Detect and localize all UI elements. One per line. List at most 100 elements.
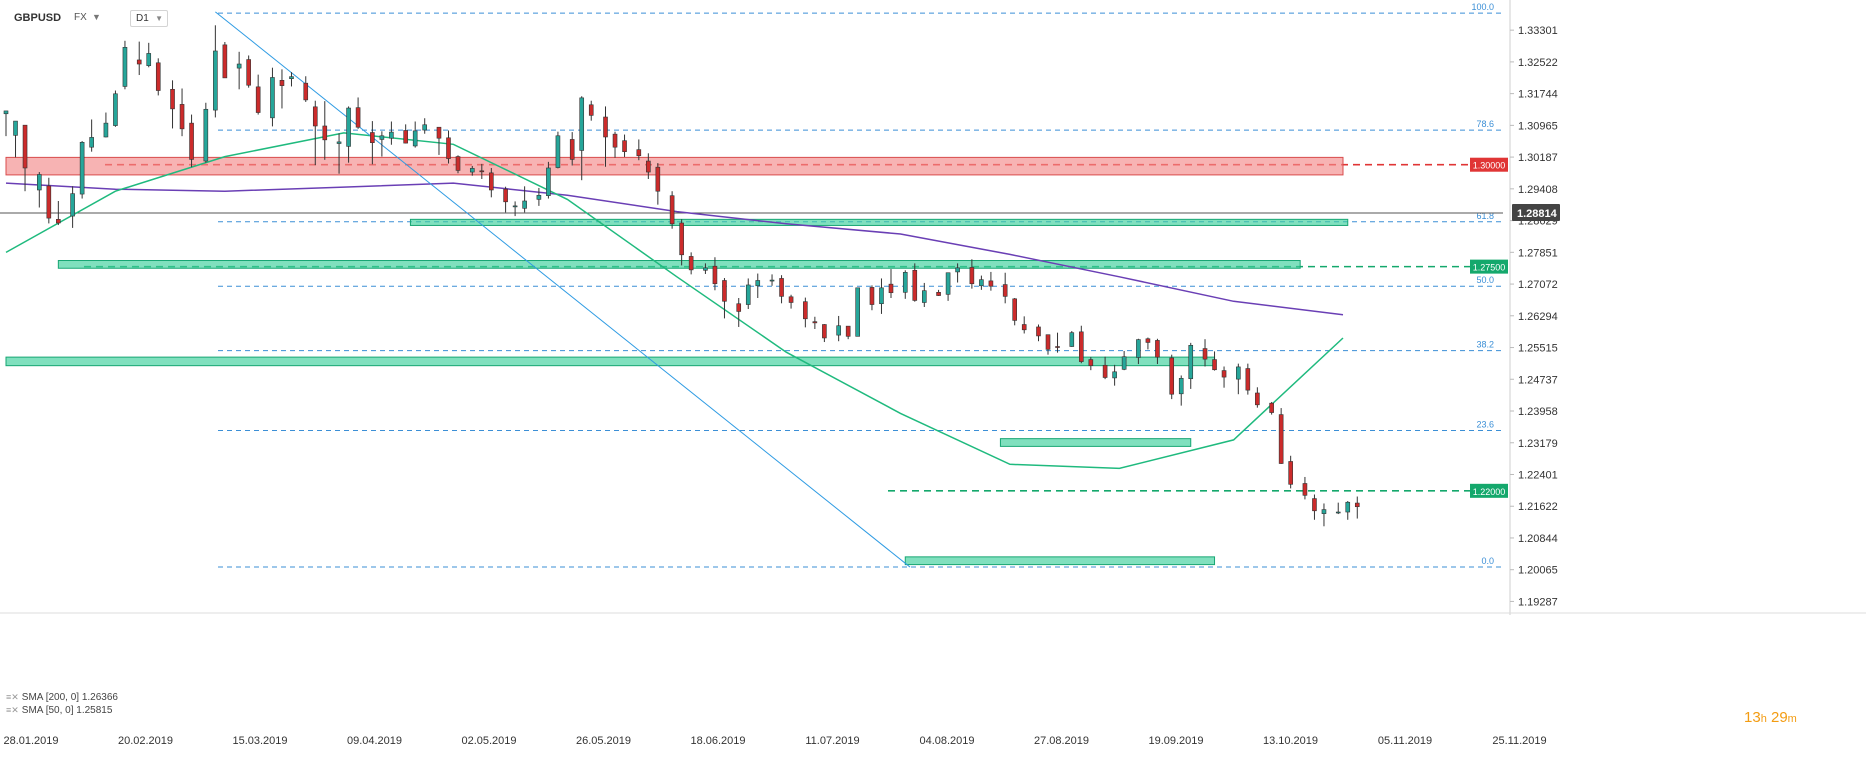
time-tick-label: 02.05.2019 [461, 735, 516, 747]
candle-bull [579, 97, 585, 151]
legend-sma200[interactable]: ≡✕ SMA [200, 0] 1.26366 [6, 692, 118, 703]
candle-bear [1021, 324, 1027, 331]
candle-bear [1145, 338, 1151, 343]
time-axis-layer: 28.01.2019 20.02.2019 15.03.2019 09.04.2019… [0, 612, 1866, 747]
candle-bear [603, 116, 608, 138]
candle-bull [270, 77, 275, 119]
moving-averages-layer [5, 132, 1344, 470]
time-tick-label: 25.11.2019 [1492, 735, 1546, 747]
candle-bear [1155, 340, 1160, 358]
candle-bull [289, 76, 294, 79]
current-price-label: 1.28814 [1517, 208, 1558, 220]
zone-red [5, 156, 1344, 176]
candle-bear [322, 125, 328, 141]
candle-bull [3, 110, 9, 115]
candle-bear [189, 122, 194, 160]
candle-bear [1354, 502, 1360, 508]
fib-label: 38.2 [1476, 340, 1494, 350]
time-tick-label: 05.11.2019 [1378, 735, 1432, 747]
fib-label: 78.6 [1476, 119, 1494, 129]
candle-bear [569, 139, 575, 160]
time-tick-label: 04.08.2019 [919, 735, 974, 747]
candle-bear [722, 280, 727, 302]
timeframe-select[interactable]: D1 ▼ [130, 10, 168, 27]
time-tick-label: 20.02.2019 [118, 735, 173, 747]
price-tick-label: 1.20065 [1518, 565, 1558, 577]
time-tick-label: 19.09.2019 [1148, 735, 1203, 747]
price-tick-label: 1.32522 [1518, 57, 1558, 69]
candle-countdown: 13h 29m [1744, 709, 1797, 726]
level-tag-label: 1.22000 [1473, 487, 1506, 497]
market-dropdown-icon[interactable]: ▼ [92, 12, 101, 22]
trendline [215, 11, 911, 568]
candle-bear [222, 44, 228, 79]
fib-label: 23.6 [1476, 419, 1494, 429]
zone-green [409, 218, 1349, 226]
price-tick-label: 1.26294 [1518, 311, 1558, 323]
candle-bear [179, 104, 185, 130]
candle-bear [936, 292, 941, 296]
candle-bear [136, 59, 142, 65]
candle-bull [902, 272, 908, 293]
candle-bear [1278, 414, 1284, 464]
candle-bull [546, 167, 551, 196]
time-tick-label: 15.03.2019 [232, 735, 287, 747]
zones-layer [5, 156, 1349, 566]
candle-bull [203, 108, 209, 162]
candle-bear [1302, 483, 1308, 496]
candle-bull [1236, 366, 1241, 380]
candle-bull [412, 130, 418, 147]
candle-bull [113, 93, 118, 126]
price-tick-label: 1.23958 [1518, 406, 1558, 418]
candle-bear [1012, 298, 1017, 321]
candle-bear [803, 301, 808, 320]
legend-sma50-label: SMA [50, 0] 1.25815 [21, 705, 113, 716]
price-tick-label: 1.27851 [1518, 247, 1558, 259]
price-tick-label: 1.29408 [1518, 184, 1558, 196]
candle-bear [1036, 326, 1041, 337]
candle-bull [755, 280, 761, 287]
price-tick-label: 1.25515 [1518, 343, 1558, 355]
candle-bull [1178, 378, 1184, 395]
candle-bear [436, 126, 442, 139]
candle-bull [945, 272, 951, 295]
market-label: FX [74, 12, 87, 23]
candle-bear [712, 265, 718, 285]
candle-bear [822, 324, 827, 339]
symbol-label[interactable]: GBPUSD [14, 12, 62, 24]
candle-bear [988, 280, 994, 287]
legend-sma200-label: SMA [200, 0] 1.26366 [21, 692, 118, 703]
candle-bear [669, 195, 675, 225]
candle-bear [155, 62, 161, 91]
zone-green [999, 438, 1192, 447]
price-tick-label: 1.30187 [1518, 152, 1558, 164]
candle-bear [1045, 334, 1051, 350]
price-tick-label: 1.20844 [1518, 533, 1558, 545]
candle-bear [370, 132, 375, 143]
candle-bear [779, 278, 784, 297]
timeframe-value: D1 [136, 13, 149, 24]
candle-bull [522, 200, 527, 209]
candle-bear [622, 140, 627, 152]
candle-bear [1169, 357, 1175, 395]
candle-bull [703, 267, 708, 271]
level-tag-label: 1.30000 [1473, 161, 1506, 171]
price-tick-label: 1.19287 [1518, 596, 1558, 608]
trendline-layer [215, 11, 911, 568]
zone-green [57, 260, 1301, 269]
candle-bull [512, 205, 518, 208]
candle-bear [355, 107, 361, 128]
price-tick-label: 1.23179 [1518, 438, 1558, 450]
candle-bull [213, 50, 218, 111]
candle-bear [56, 219, 61, 224]
candle-bull [1321, 509, 1327, 514]
legend-sma50[interactable]: ≡✕ SMA [50, 0] 1.25815 [6, 705, 112, 716]
settings-icon[interactable]: ≡✕ [6, 692, 19, 702]
settings-icon[interactable]: ≡✕ [6, 705, 19, 715]
candle-bull [103, 122, 109, 138]
candle-bull [236, 63, 242, 69]
candle-bear [679, 222, 684, 256]
candle-bull [469, 168, 475, 173]
